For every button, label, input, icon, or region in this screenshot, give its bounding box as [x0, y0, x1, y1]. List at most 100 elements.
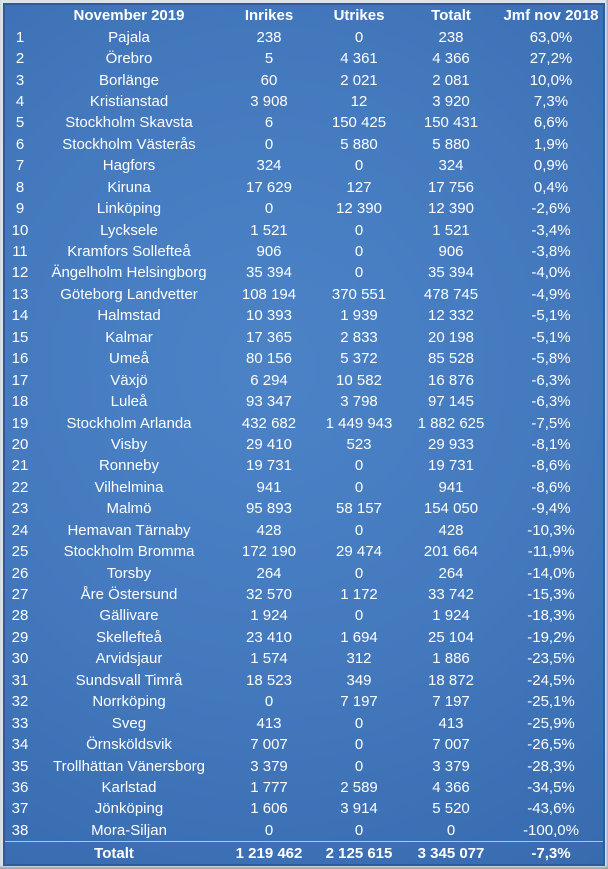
jmf-value: -19,2% [527, 628, 575, 646]
airport-name: Stockholm Skavsta [65, 114, 193, 132]
jmf-value: 0,9% [533, 157, 569, 175]
utrikes-value: 523 [346, 435, 372, 453]
header-row: November 2019 Inrikes Utrikes Totalt Jmf… [5, 5, 603, 26]
totalt-value: 16 876 [428, 371, 474, 389]
jmf-value: 63,0% [529, 28, 573, 46]
total-inrikes-value: 1 219 462 [223, 841, 315, 864]
utrikes-value: 312 [346, 650, 372, 668]
airport-name: Ängelholm Helsingborg [51, 264, 207, 282]
jmf-value: -6,3% [531, 393, 571, 411]
inrikes-value: 172 190 [241, 543, 297, 561]
row-rank: 16 [11, 350, 29, 368]
totalt-value: 19 731 [428, 457, 474, 475]
utrikes-value: 0 [354, 264, 364, 282]
row-rank: 7 [15, 157, 25, 175]
airport-name: Kiruna [107, 178, 151, 196]
inrikes-value: 60 [260, 71, 278, 89]
totalt-value: 428 [438, 521, 464, 539]
totalt-value: 97 145 [428, 393, 474, 411]
table-row: 15 Kalmar 17 365 2 833 20 198 -5,1% [5, 327, 603, 348]
totalt-value: 1 924 [432, 607, 470, 625]
inrikes-value: 1 777 [250, 778, 288, 796]
totalt-value: 150 431 [423, 114, 479, 132]
airport-name: Halmstad [97, 307, 161, 325]
table-row: 6 Stockholm Västerås 0 5 880 5 880 1,9% [5, 134, 603, 155]
jmf-value: -9,4% [531, 500, 571, 518]
utrikes-value: 0 [354, 714, 364, 732]
utrikes-value: 349 [346, 671, 372, 689]
airport-name: Kalmar [105, 328, 153, 346]
airport-name: Lycksele [100, 221, 158, 239]
row-rank: 6 [15, 135, 25, 153]
totalt-value: 33 742 [428, 586, 474, 604]
row-rank: 5 [15, 114, 25, 132]
table-row: 17 Växjö 6 294 10 582 16 876 -6,3% [5, 369, 603, 390]
row-rank: 18 [11, 393, 29, 411]
inrikes-value: 0 [264, 693, 274, 711]
airport-name: Linköping [96, 200, 162, 218]
jmf-value: -15,3% [527, 586, 575, 604]
jmf-value: -11,9% [527, 543, 575, 561]
header-totalt: Totalt [431, 7, 471, 25]
airport-name: Norrköping [92, 693, 166, 711]
inrikes-value: 18 523 [246, 671, 292, 689]
table-row: 31 Sundsvall Timrå 18 523 349 18 872 -24,5% [5, 670, 603, 691]
row-rank: 37 [11, 800, 29, 818]
jmf-value: -4,9% [531, 285, 571, 303]
utrikes-value: 1 939 [340, 307, 378, 325]
airport-name: Karlstad [101, 778, 157, 796]
totalt-value: 3 920 [432, 92, 470, 110]
table-inner-frame: November 2019 Inrikes Utrikes Totalt Jmf… [3, 3, 605, 866]
inrikes-value: 6 [264, 114, 274, 132]
row-rank: 27 [11, 586, 29, 604]
airport-name: Hagfors [102, 157, 156, 175]
jmf-value: 10,0% [529, 71, 573, 89]
totalt-value: 3 379 [432, 757, 470, 775]
totalt-value: 18 872 [428, 671, 474, 689]
utrikes-value: 29 474 [336, 543, 382, 561]
table-row: 14 Halmstad 10 393 1 939 12 332 -5,1% [5, 305, 603, 326]
table-row: 37 Jönköping 1 606 3 914 5 520 -43,6% [5, 798, 603, 819]
inrikes-value: 0 [264, 135, 274, 153]
utrikes-value: 0 [354, 457, 364, 475]
row-rank: 24 [11, 521, 29, 539]
airport-name: Växjö [110, 371, 148, 389]
table-row: 23 Malmö 95 893 58 157 154 050 -9,4% [5, 498, 603, 519]
row-rank: 33 [11, 714, 29, 732]
table-row: 25 Stockholm Bromma 172 190 29 474 201 664 -1… [5, 541, 603, 562]
utrikes-value: 0 [354, 736, 364, 754]
jmf-value: -14,0% [527, 564, 575, 582]
jmf-value: 6,6% [533, 114, 569, 132]
airport-name: Gällivare [99, 607, 159, 625]
airport-name: Jönköping [94, 800, 164, 818]
totalt-value: 5 880 [432, 135, 470, 153]
row-rank: 8 [15, 178, 25, 196]
row-rank: 25 [11, 543, 29, 561]
jmf-value: -25,1% [527, 693, 575, 711]
jmf-value: -3,4% [531, 221, 571, 239]
airport-name: Umeå [108, 350, 149, 368]
utrikes-value: 0 [354, 28, 364, 46]
airport-name: Stockholm Arlanda [66, 414, 192, 432]
utrikes-value: 58 157 [336, 500, 382, 518]
row-rank: 19 [11, 414, 29, 432]
jmf-value: -5,1% [531, 328, 571, 346]
totalt-value: 35 394 [428, 264, 474, 282]
totalt-value: 324 [438, 157, 464, 175]
inrikes-value: 428 [256, 521, 282, 539]
totalt-value: 17 756 [428, 178, 474, 196]
table-row: 13 Göteborg Landvetter 108 194 370 551 478 7… [5, 284, 603, 305]
airport-name: Kristianstad [89, 92, 169, 110]
total-row: Totalt 1 219 462 2 125 615 3 345 077 -7,… [5, 841, 603, 864]
utrikes-value: 1 172 [340, 586, 378, 604]
table-row: 21 Ronneby 19 731 0 19 731 -8,6% [5, 455, 603, 476]
jmf-value: -25,9% [527, 714, 575, 732]
row-rank: 20 [11, 435, 29, 453]
totalt-value: 941 [438, 478, 464, 496]
jmf-value: -10,3% [527, 521, 575, 539]
row-rank: 15 [11, 328, 29, 346]
jmf-value: 0,4% [533, 178, 569, 196]
jmf-value: -23,5% [527, 650, 575, 668]
table-row: 29 Skellefteå 23 410 1 694 25 104 -19,2% [5, 627, 603, 648]
utrikes-value: 1 449 943 [325, 414, 393, 432]
